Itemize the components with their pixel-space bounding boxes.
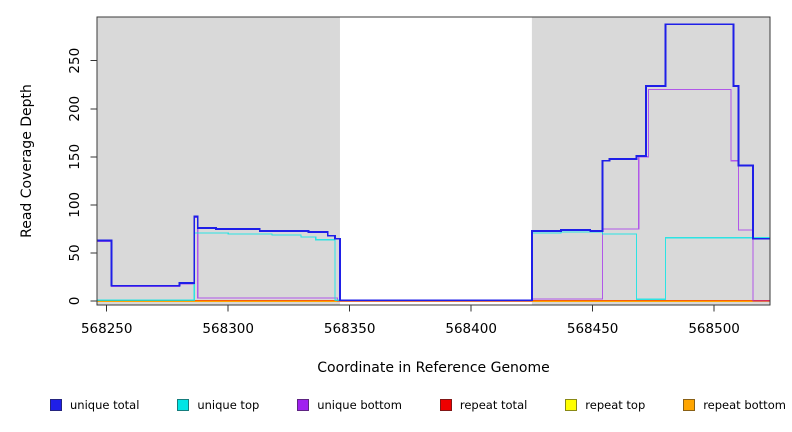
legend-item-repeat-total: repeat total — [439, 398, 528, 412]
legend: unique total unique top unique bottom repea… — [50, 398, 786, 412]
x-tick-label: 568450 — [567, 321, 619, 337]
legend-item-unique-top: unique top — [177, 398, 259, 412]
series-line-unique-total — [97, 23, 770, 302]
legend-label-unique-total: unique total — [70, 398, 140, 412]
series-line-unique-top — [97, 231, 770, 301]
y-tick-label: 150 — [67, 144, 83, 170]
legend-label-unique-top: unique top — [197, 398, 260, 412]
legend-label-repeat-total: repeat total — [459, 398, 528, 412]
legend-swatch-repeat-bottom — [683, 399, 696, 411]
x-tick-label: 568250 — [81, 321, 133, 337]
x-tick-label: 568350 — [324, 321, 376, 337]
legend-label-repeat-bottom: repeat bottom — [703, 398, 786, 412]
y-tick-label: 200 — [67, 96, 83, 122]
x-tick-label: 568400 — [445, 321, 497, 337]
x-tick-label: 568300 — [202, 321, 254, 337]
x-axis-title: Coordinate in Reference Genome — [317, 360, 550, 376]
legend-item-repeat-top: repeat top — [565, 398, 645, 412]
x-tick-label: 568500 — [688, 321, 740, 337]
legend-label-unique-bottom: unique bottom — [317, 398, 402, 412]
legend-swatch-unique-total — [50, 399, 62, 411]
y-tick-label: 100 — [67, 192, 83, 218]
plot-svg: 568250 568300 568350 568400 568450 568500 0 50 1… — [67, 16, 771, 337]
legend-item-unique-bottom: unique bottom — [297, 398, 402, 412]
y-axis-title: Read Coverage Depth — [19, 84, 35, 238]
legend-label-repeat-top: repeat top — [585, 398, 646, 412]
legend-swatch-unique-bottom — [297, 399, 310, 411]
legend-item-repeat-bottom: repeat bottom — [683, 398, 786, 412]
legend-swatch-unique-top — [177, 399, 190, 411]
legend-item-unique-total: unique total — [50, 398, 139, 412]
y-tick-label: 50 — [67, 244, 83, 261]
plot-frame — [96, 16, 771, 306]
legend-swatch-repeat-top — [565, 399, 578, 411]
y-tick-label: 0 — [67, 297, 83, 306]
y-tick-label: 250 — [67, 48, 83, 74]
legend-swatch-repeat-total — [439, 399, 452, 411]
panel-shade — [97, 17, 340, 305]
panel-shade — [531, 17, 770, 305]
